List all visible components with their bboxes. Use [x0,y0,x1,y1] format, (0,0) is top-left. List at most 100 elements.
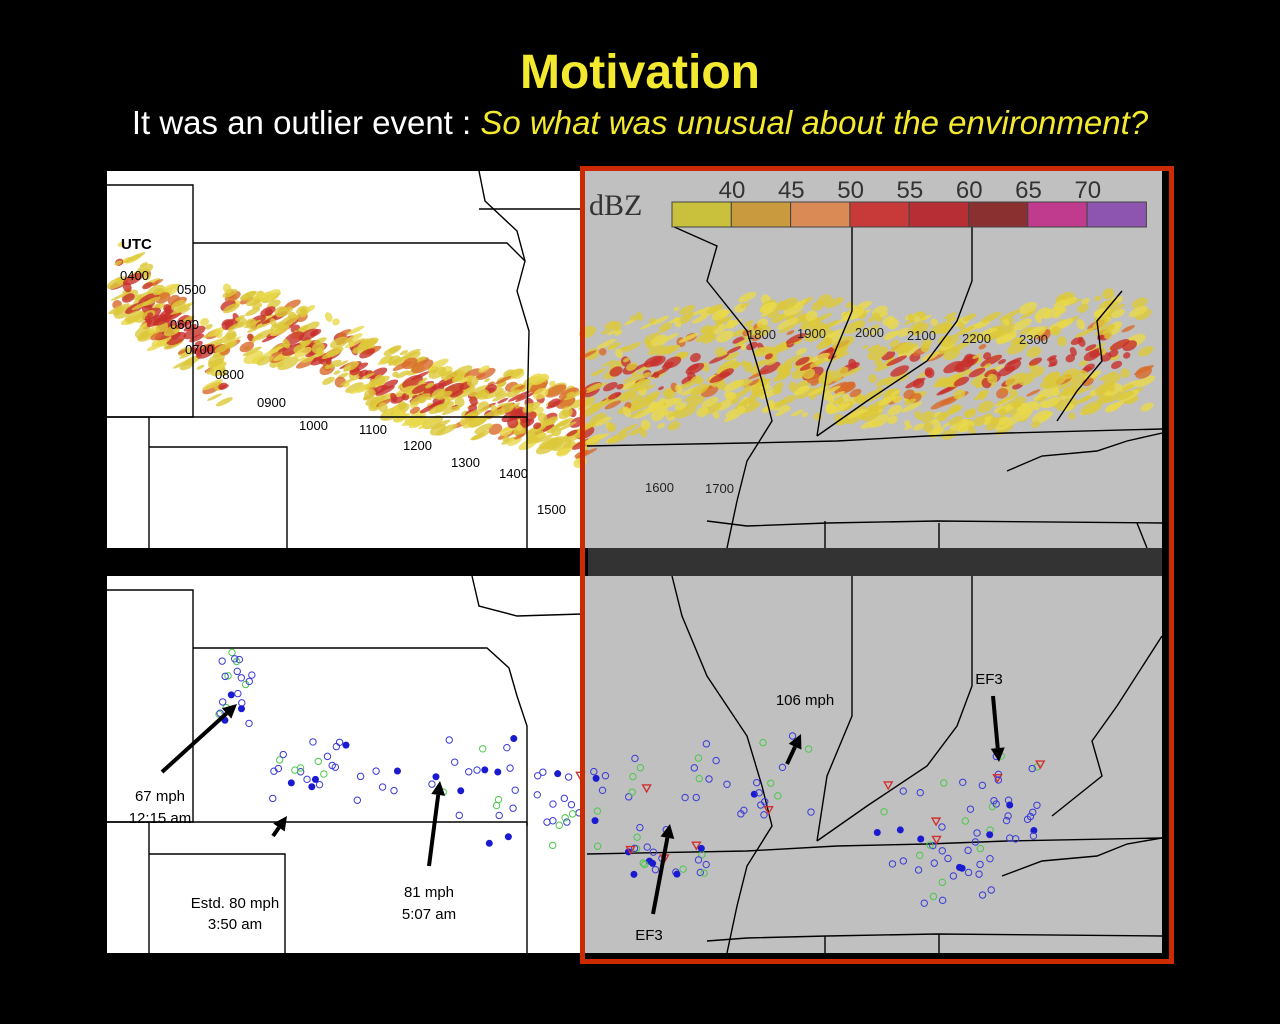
report-marker-filled [1006,801,1014,809]
radar-echo [663,356,682,369]
radar-echo [240,290,257,301]
report-marker-wind [1029,832,1038,840]
report-marker-wind [920,899,928,907]
radar-echo [633,378,651,391]
utc-time-label: 2100 [907,328,936,343]
radar-echo [778,324,796,334]
radar-echo [150,332,163,341]
radar-echo [369,379,377,385]
radar-echo [378,402,388,413]
radar-echo [990,417,1000,426]
radar-echo [607,432,628,444]
radar-echo [247,324,264,333]
radar-echo [608,360,625,371]
radar-echo [466,376,479,387]
report-marker-wind [279,750,287,759]
radar-echo [978,344,987,350]
report-marker-wind [221,672,229,681]
radar-echo [828,402,851,415]
radar-echo [953,389,966,400]
report-marker-wind [428,780,436,788]
radar-echo [690,375,701,381]
radar-echo [514,433,525,440]
report-marker-wind [275,756,284,764]
radar-echo [1013,401,1023,408]
radar-echo [1005,372,1027,386]
report-marker-wind [625,793,633,801]
radar-echo [124,310,145,323]
radar-echo [222,303,240,314]
radar-echo [1131,297,1148,309]
annotation-arrow-shaft [785,745,797,765]
radar-echo [1029,366,1045,378]
report-marker-wind [899,787,907,795]
radar-echo [693,309,705,316]
subtitle-question: So what was unusual about the environmen… [480,104,1149,141]
radar-echo [516,424,523,432]
report-marker-wind [976,844,985,853]
report-marker-wind [323,752,332,761]
radar-echo [1089,342,1106,352]
report-marker-wind [628,788,636,796]
report-marker-wind [938,847,946,855]
radar-echo [214,344,228,354]
radar-echo [419,403,439,414]
radar-echo [1083,350,1100,362]
radar-echo [795,347,808,356]
report-marker-wind [978,781,987,790]
radar-echo [841,383,856,393]
report-marker-wind [629,772,637,781]
radar-echo [833,351,850,360]
report-marker-wind [959,778,967,786]
report-marker-wind [332,742,341,751]
radar-echo [345,382,364,393]
radar-echo [887,405,903,416]
radar-echo [252,302,263,310]
report-marker-filled [896,826,904,834]
report-marker-wind [315,780,324,789]
radar-echo [330,336,349,349]
report-marker-wind [356,772,365,781]
report-marker-wind [987,886,995,894]
radar-echo [1069,347,1077,357]
radar-echo [392,371,399,377]
report-marker-wind [976,860,984,869]
report-marker-wind [700,869,708,877]
radar-echo [631,398,653,411]
radar-echo [741,360,748,368]
report-marker-wind [539,768,547,776]
radar-echo [793,385,810,396]
report-marker-wind [633,833,641,841]
legend-tick: 55 [897,177,924,204]
radar-echo [968,367,986,378]
radar-echo [788,299,808,310]
radar-echo [383,409,393,416]
radar-echo [442,405,460,415]
radar-echo [615,348,623,359]
radar-echo [921,314,932,321]
report-marker-wind [561,814,569,822]
radar-echo [399,350,409,356]
radar-echo [563,389,585,401]
map-gray-area [582,576,1162,953]
radar-echo [934,324,955,335]
radar-echo [454,397,465,408]
radar-echo [836,397,845,405]
report-marker-wind [1011,835,1020,843]
radar-echo [388,357,404,366]
radar-echo [861,389,884,403]
report-marker-wind [940,779,948,787]
report-marker-tornado [625,845,636,855]
report-marker-wind [961,817,970,825]
report-marker-wind [643,843,651,851]
radar-echo [359,338,376,349]
report-marker-filled [432,773,440,781]
radar-echo [968,425,976,435]
radar-echo [983,330,1003,342]
legend-swatch [1086,201,1147,228]
radar-echo [658,386,664,391]
radar-echo [892,396,903,404]
radar-echo [557,421,577,432]
radar-echo [933,379,948,388]
radar-echo [374,392,395,405]
